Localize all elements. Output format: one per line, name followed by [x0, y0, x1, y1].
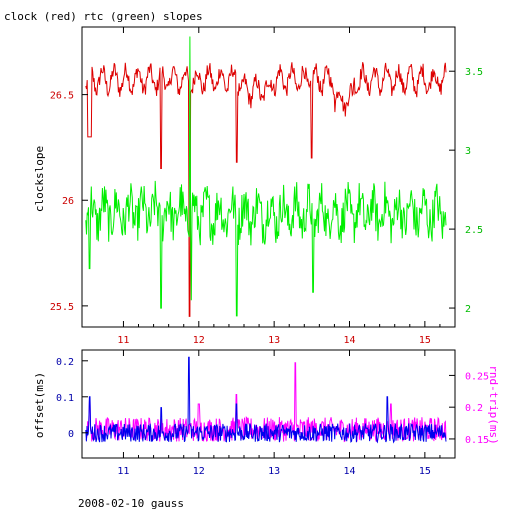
bottom-y2label: rnd-trip(ms) [487, 365, 500, 444]
y-tick-label: 0.2 [56, 357, 74, 368]
chart-title: clock (red) rtc (green) slopes [4, 10, 203, 23]
y2-tick-label: 2.5 [465, 225, 483, 236]
bottom-ylabel: offset(ms) [33, 372, 46, 438]
y2-tick-label: 2 [465, 304, 471, 315]
x-tick-label: 11 [117, 335, 129, 346]
x-tick-label: 13 [268, 466, 280, 477]
bottom-axes-group: 11 12 13 14 15 0 0.1 0.2 0.15 0.2 0.25 [56, 350, 489, 477]
y-tick-label: 25.5 [50, 302, 74, 313]
top-ylabel: clockslope [33, 146, 46, 212]
blue-offset-series [85, 356, 447, 444]
x-tick-label: 13 [268, 335, 280, 346]
x-tick-label: 15 [419, 335, 431, 346]
y2-tick-label: 3.5 [465, 67, 483, 78]
red-clock-series [85, 62, 447, 317]
top-plot-frame [81, 26, 456, 328]
y-tick-label: 0 [68, 429, 74, 440]
bottom-plot-frame [81, 349, 456, 459]
footer-label: 2008-02-10 gauss [78, 497, 184, 510]
green-rtc-series [85, 36, 447, 317]
y-tick-label: 0.1 [56, 393, 74, 404]
top-axes-group: 11 12 13 14 15 25.5 26 26.5 2 2.5 3 3.5 [50, 27, 483, 346]
top-series-group [85, 36, 447, 317]
y2-tick-label: 3 [465, 146, 471, 157]
x-tick-label: 14 [343, 335, 355, 346]
y-tick-label: 26 [62, 196, 74, 207]
x-tick-label: 14 [343, 466, 355, 477]
y-tick-label: 26.5 [50, 91, 74, 102]
x-tick-label: 12 [193, 335, 205, 346]
y2-tick-label: 0.15 [465, 435, 489, 446]
y2-tick-label: 0.2 [465, 403, 483, 414]
x-tick-label: 15 [419, 466, 431, 477]
y2-tick-label: 0.25 [465, 371, 489, 382]
x-tick-label: 12 [193, 466, 205, 477]
x-tick-label: 11 [117, 466, 129, 477]
bottom-series-group [85, 356, 447, 444]
